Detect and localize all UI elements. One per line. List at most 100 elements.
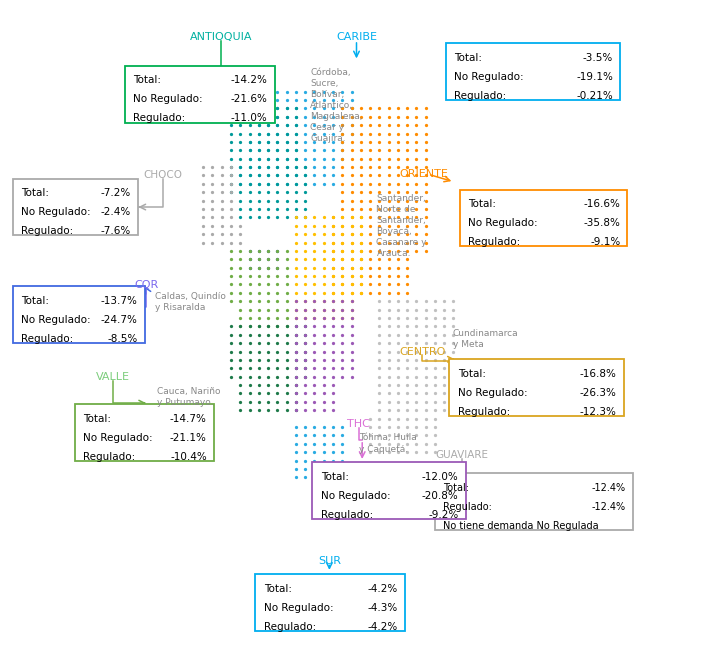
Point bbox=[364, 212, 376, 223]
Point bbox=[281, 246, 292, 256]
Text: Regulado:: Regulado: bbox=[21, 226, 73, 236]
Point bbox=[438, 380, 450, 390]
Point bbox=[290, 120, 302, 130]
Text: GUAVIARE: GUAVIARE bbox=[436, 450, 488, 461]
Point bbox=[438, 405, 450, 415]
Point bbox=[401, 338, 413, 348]
Point bbox=[318, 330, 329, 340]
Point bbox=[327, 212, 339, 223]
Point bbox=[272, 254, 283, 264]
Point bbox=[346, 187, 357, 197]
FancyBboxPatch shape bbox=[13, 179, 138, 235]
Point bbox=[290, 288, 302, 298]
Text: -20.8%: -20.8% bbox=[421, 491, 458, 501]
Point bbox=[364, 204, 376, 214]
Point bbox=[337, 254, 348, 264]
Point bbox=[337, 439, 348, 449]
Point bbox=[262, 162, 274, 172]
Point bbox=[355, 103, 366, 114]
Point bbox=[290, 195, 302, 206]
Point bbox=[290, 355, 302, 365]
Point bbox=[374, 304, 385, 315]
Point bbox=[383, 154, 394, 164]
Point bbox=[216, 195, 227, 206]
Point bbox=[337, 263, 348, 273]
Point bbox=[318, 279, 329, 290]
Point bbox=[429, 380, 441, 390]
Point bbox=[253, 170, 265, 181]
Text: No Regulado:: No Regulado: bbox=[468, 218, 538, 228]
Point bbox=[401, 363, 413, 373]
Text: -21.6%: -21.6% bbox=[230, 94, 267, 104]
Point bbox=[392, 338, 404, 348]
Point bbox=[401, 422, 413, 432]
Point bbox=[411, 430, 422, 441]
Point bbox=[299, 271, 311, 281]
Text: Regulado:: Regulado: bbox=[454, 91, 506, 101]
Point bbox=[346, 279, 357, 290]
Point bbox=[299, 162, 311, 172]
Point bbox=[327, 254, 339, 264]
Point bbox=[244, 254, 255, 264]
Point bbox=[235, 204, 246, 214]
Point bbox=[272, 321, 283, 332]
Point bbox=[235, 120, 246, 130]
Point bbox=[299, 472, 311, 482]
Text: VALLE: VALLE bbox=[96, 372, 130, 382]
Point bbox=[244, 145, 255, 155]
Point bbox=[290, 313, 302, 323]
Point bbox=[299, 254, 311, 264]
Point bbox=[309, 137, 320, 147]
Point bbox=[253, 120, 265, 130]
Point bbox=[253, 195, 265, 206]
Text: -12.0%: -12.0% bbox=[421, 472, 458, 482]
Point bbox=[327, 221, 339, 231]
Point bbox=[309, 439, 320, 449]
Point bbox=[364, 221, 376, 231]
Point bbox=[355, 195, 366, 206]
Point bbox=[401, 372, 413, 382]
Point bbox=[337, 296, 348, 306]
Point bbox=[235, 170, 246, 181]
Point bbox=[327, 237, 339, 248]
Point bbox=[281, 388, 292, 399]
Point bbox=[253, 338, 265, 348]
Text: -11.0%: -11.0% bbox=[230, 114, 267, 123]
Point bbox=[318, 137, 329, 147]
Point bbox=[383, 271, 394, 281]
Point bbox=[272, 355, 283, 365]
Point bbox=[401, 154, 413, 164]
Point bbox=[235, 179, 246, 189]
Point bbox=[383, 413, 394, 424]
Point bbox=[299, 212, 311, 223]
Point bbox=[337, 355, 348, 365]
Point bbox=[253, 279, 265, 290]
Point bbox=[327, 313, 339, 323]
Point bbox=[244, 162, 255, 172]
Point bbox=[401, 195, 413, 206]
Point bbox=[281, 179, 292, 189]
Text: No Regulado:: No Regulado: bbox=[21, 207, 91, 217]
Point bbox=[337, 447, 348, 457]
Point bbox=[272, 263, 283, 273]
Point bbox=[383, 204, 394, 214]
Point bbox=[253, 321, 265, 332]
Point bbox=[318, 112, 329, 122]
Point bbox=[262, 346, 274, 357]
Point bbox=[346, 296, 357, 306]
Point bbox=[244, 330, 255, 340]
Point bbox=[262, 321, 274, 332]
Point bbox=[337, 86, 348, 97]
Point bbox=[290, 170, 302, 181]
Point bbox=[272, 271, 283, 281]
Point bbox=[272, 154, 283, 164]
Point bbox=[337, 212, 348, 223]
Point bbox=[281, 137, 292, 147]
Point bbox=[262, 112, 274, 122]
Point bbox=[337, 229, 348, 239]
Point bbox=[346, 179, 357, 189]
Point bbox=[309, 372, 320, 382]
Point bbox=[429, 321, 441, 332]
Point bbox=[364, 422, 376, 432]
Point bbox=[309, 154, 320, 164]
